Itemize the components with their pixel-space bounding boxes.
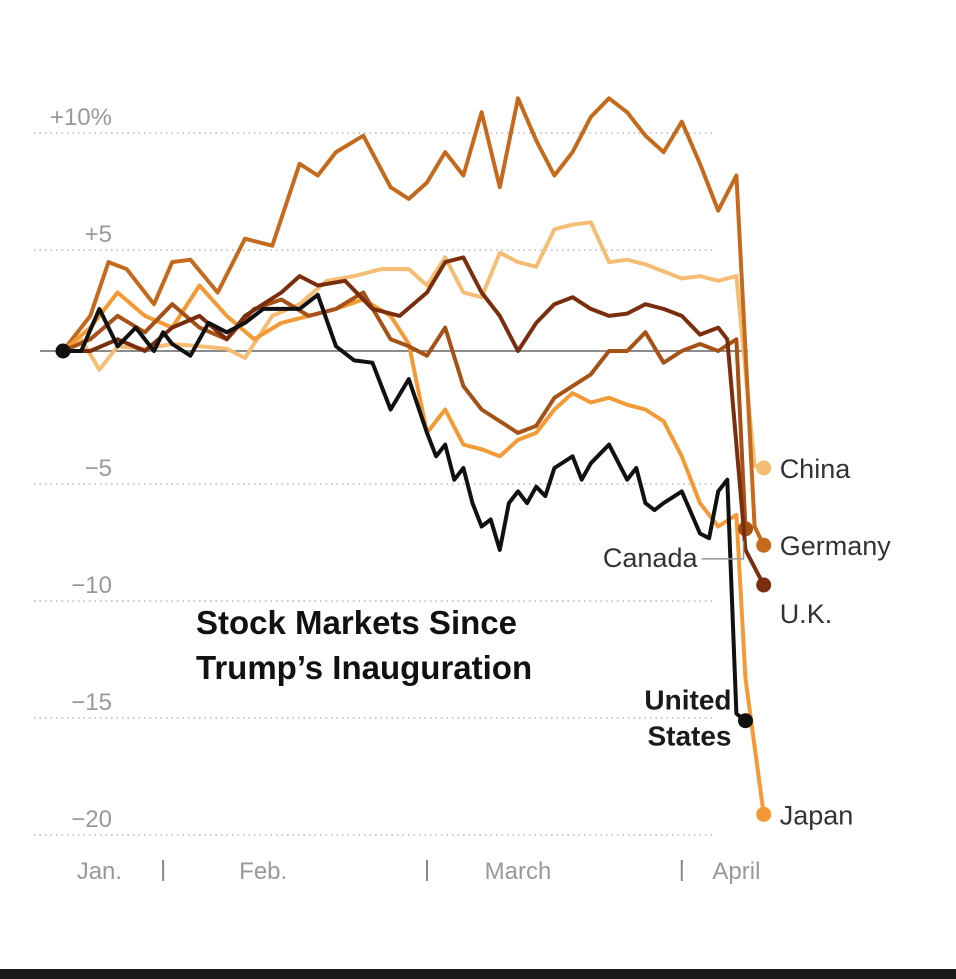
series-line-canada xyxy=(61,290,748,531)
x-axis: Jan. Feb. March April xyxy=(77,858,761,885)
bottom-border xyxy=(0,969,956,979)
end-dot-japan xyxy=(756,806,772,822)
label-uk: U.K. xyxy=(780,599,833,629)
series-line-japan xyxy=(61,283,766,817)
series-line-germany xyxy=(61,96,766,548)
x-month-march: March xyxy=(485,858,552,885)
chart-title: Stock Markets Since Trump’s Inauguration xyxy=(196,604,532,686)
series-line-united-states xyxy=(61,292,748,723)
label-united-states-line1: United xyxy=(644,685,731,716)
label-japan: Japan xyxy=(780,800,854,830)
label-china: China xyxy=(780,454,852,484)
series-lines xyxy=(55,96,772,822)
y-tick-label: −5 xyxy=(85,455,112,482)
end-dot-u-k xyxy=(756,577,772,593)
end-dot-china xyxy=(756,460,772,476)
y-tick-label: −15 xyxy=(71,689,112,716)
series-line-u-k xyxy=(61,255,766,587)
series-labels: China Germany U.K. Canada Japan United S… xyxy=(603,454,891,830)
start-dot xyxy=(55,343,71,359)
series-line-china xyxy=(61,220,766,470)
y-axis: +10% +5 −5 −10 −15 −20 xyxy=(50,104,112,833)
x-month-april: April xyxy=(712,858,760,885)
y-tick-label: −20 xyxy=(71,806,112,833)
end-dot-united-states xyxy=(738,713,753,729)
gridlines xyxy=(34,132,748,836)
canada-leader-line xyxy=(701,540,745,560)
x-month-feb: Feb. xyxy=(239,858,287,885)
y-tick-label: +10% xyxy=(50,104,112,131)
y-tick-label: −10 xyxy=(71,572,112,599)
label-canada: Canada xyxy=(603,543,699,573)
y-tick-label: +5 xyxy=(85,221,112,248)
x-month-jan: Jan. xyxy=(77,858,122,885)
chart-title-line2: Trump’s Inauguration xyxy=(196,649,532,686)
end-dot-germany xyxy=(756,537,772,553)
label-united-states-line2: States xyxy=(647,721,731,752)
label-germany: Germany xyxy=(780,531,892,561)
chart-title-line1: Stock Markets Since xyxy=(196,604,517,641)
